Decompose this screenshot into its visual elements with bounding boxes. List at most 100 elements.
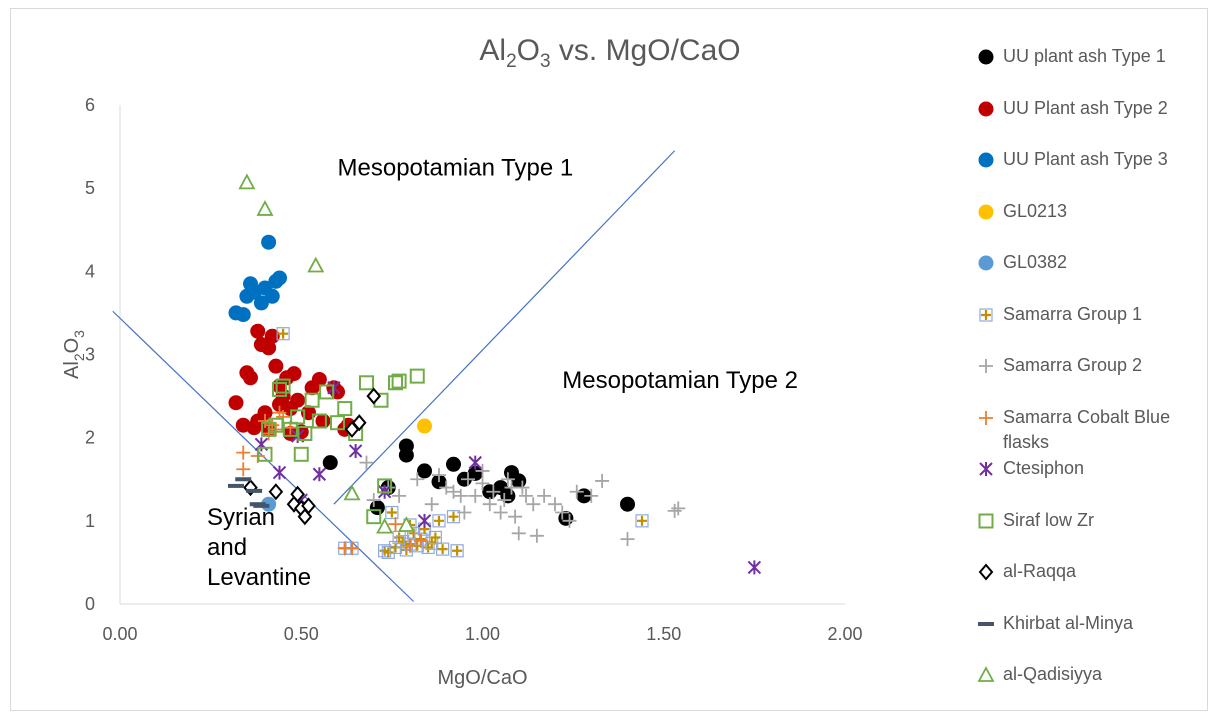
data-point — [410, 472, 425, 487]
data-point — [343, 484, 361, 501]
data-point — [275, 378, 291, 394]
x-tick-label: 2.00 — [827, 624, 862, 644]
legend-symbol — [979, 462, 993, 476]
data-point — [409, 368, 425, 384]
data-point — [747, 560, 762, 575]
data-point — [236, 445, 251, 460]
data-point — [257, 446, 273, 462]
legend-item: Samarra Cobalt Blue flasks — [975, 405, 1203, 455]
legend-label: al-Qadisiyya — [1003, 664, 1103, 684]
legend-label: UU Plant ash Type 3 — [1003, 149, 1168, 169]
data-point — [671, 501, 686, 516]
legend-marker — [978, 49, 994, 65]
data-point — [366, 493, 381, 508]
data-point — [250, 323, 266, 339]
legend-symbol — [978, 255, 994, 271]
legend-item: GL0213 — [975, 199, 1203, 224]
legend-label: Siraf low Zr — [1003, 509, 1095, 530]
data-point — [548, 497, 562, 512]
legend-label: UU Plant ash Type 2 — [1003, 97, 1168, 118]
legend-marker — [977, 666, 995, 682]
data-point — [381, 545, 395, 560]
data-point — [228, 483, 244, 488]
legend-marker — [978, 563, 994, 581]
data-point — [261, 234, 277, 250]
legend-symbol — [979, 359, 993, 373]
legend-marker — [979, 462, 993, 476]
legend-label: GL0382 — [1003, 252, 1068, 272]
data-point — [475, 476, 490, 491]
legend-marker — [978, 152, 994, 168]
data-point — [497, 493, 512, 508]
series-12 — [228, 477, 270, 508]
legend-label: Samarra Group 1 — [1003, 303, 1143, 324]
data-point — [290, 409, 306, 425]
data-point — [453, 488, 468, 503]
series-11 — [243, 387, 382, 526]
data-point — [403, 538, 417, 553]
legend-item: UU plant ash Type 1 — [975, 44, 1203, 69]
data-point — [293, 446, 309, 462]
data-point — [595, 473, 610, 488]
series-4 — [417, 418, 432, 434]
data-point — [322, 455, 338, 471]
data-point — [311, 413, 327, 429]
series-3 — [228, 234, 287, 323]
data-point — [254, 437, 269, 452]
legend-item: Samarra Group 1 — [975, 302, 1203, 327]
region-label: and — [207, 534, 247, 561]
legend-label: Ctesiphon — [1003, 458, 1085, 478]
data-point — [369, 500, 385, 516]
y-tick-label: 5 — [85, 178, 95, 198]
legend-item: Khirbat al-Minya — [975, 611, 1203, 636]
y-tick-label: 1 — [85, 511, 95, 531]
data-point — [290, 485, 305, 503]
data-point — [388, 517, 403, 532]
data-point — [432, 514, 446, 528]
data-point — [337, 401, 353, 417]
data-point — [253, 503, 270, 508]
series-10 — [257, 368, 425, 525]
data-point — [482, 497, 497, 512]
data-point — [424, 497, 439, 512]
data-point — [307, 256, 325, 273]
data-point — [228, 395, 244, 411]
data-point — [417, 513, 432, 528]
legend-item: Siraf low Zr — [975, 508, 1203, 533]
data-point — [388, 375, 403, 391]
region-label: Mesopotamian Type 1 — [338, 155, 574, 182]
legend-symbol — [978, 152, 994, 168]
data-point — [436, 542, 450, 556]
data-point — [569, 484, 584, 499]
data-point — [366, 387, 382, 405]
data-point — [526, 497, 541, 512]
y-tick-label: 3 — [85, 345, 95, 365]
legend-symbol — [978, 101, 994, 116]
legend-symbol — [978, 563, 994, 581]
data-point — [493, 505, 508, 520]
data-point — [446, 510, 461, 524]
chart-title: Al2O3 vs. MgO/CaO — [479, 34, 741, 72]
data-point — [508, 509, 523, 524]
y-tick-label: 4 — [85, 261, 95, 281]
data-point — [264, 288, 280, 304]
data-point — [397, 516, 415, 532]
legend-label: UU plant ash Type 1 — [1003, 46, 1166, 66]
legend-marker — [978, 255, 994, 271]
legend-symbol — [979, 410, 993, 425]
x-axis-title: MgO/CaO — [437, 667, 527, 689]
legend-symbol — [979, 307, 993, 322]
data-point — [446, 456, 461, 472]
data-point — [398, 447, 414, 463]
data-point — [391, 373, 407, 389]
x-tick-label: 1.50 — [646, 624, 681, 644]
data-point — [256, 200, 274, 216]
legend-label: Khirbat al-Minya — [1003, 612, 1134, 633]
data-point — [297, 426, 313, 442]
legend-item: GL0382 — [975, 250, 1203, 275]
legend-marker — [979, 410, 993, 425]
legend-marker — [979, 307, 993, 322]
data-point — [272, 381, 287, 397]
data-point — [351, 414, 367, 432]
data-point — [635, 514, 649, 528]
